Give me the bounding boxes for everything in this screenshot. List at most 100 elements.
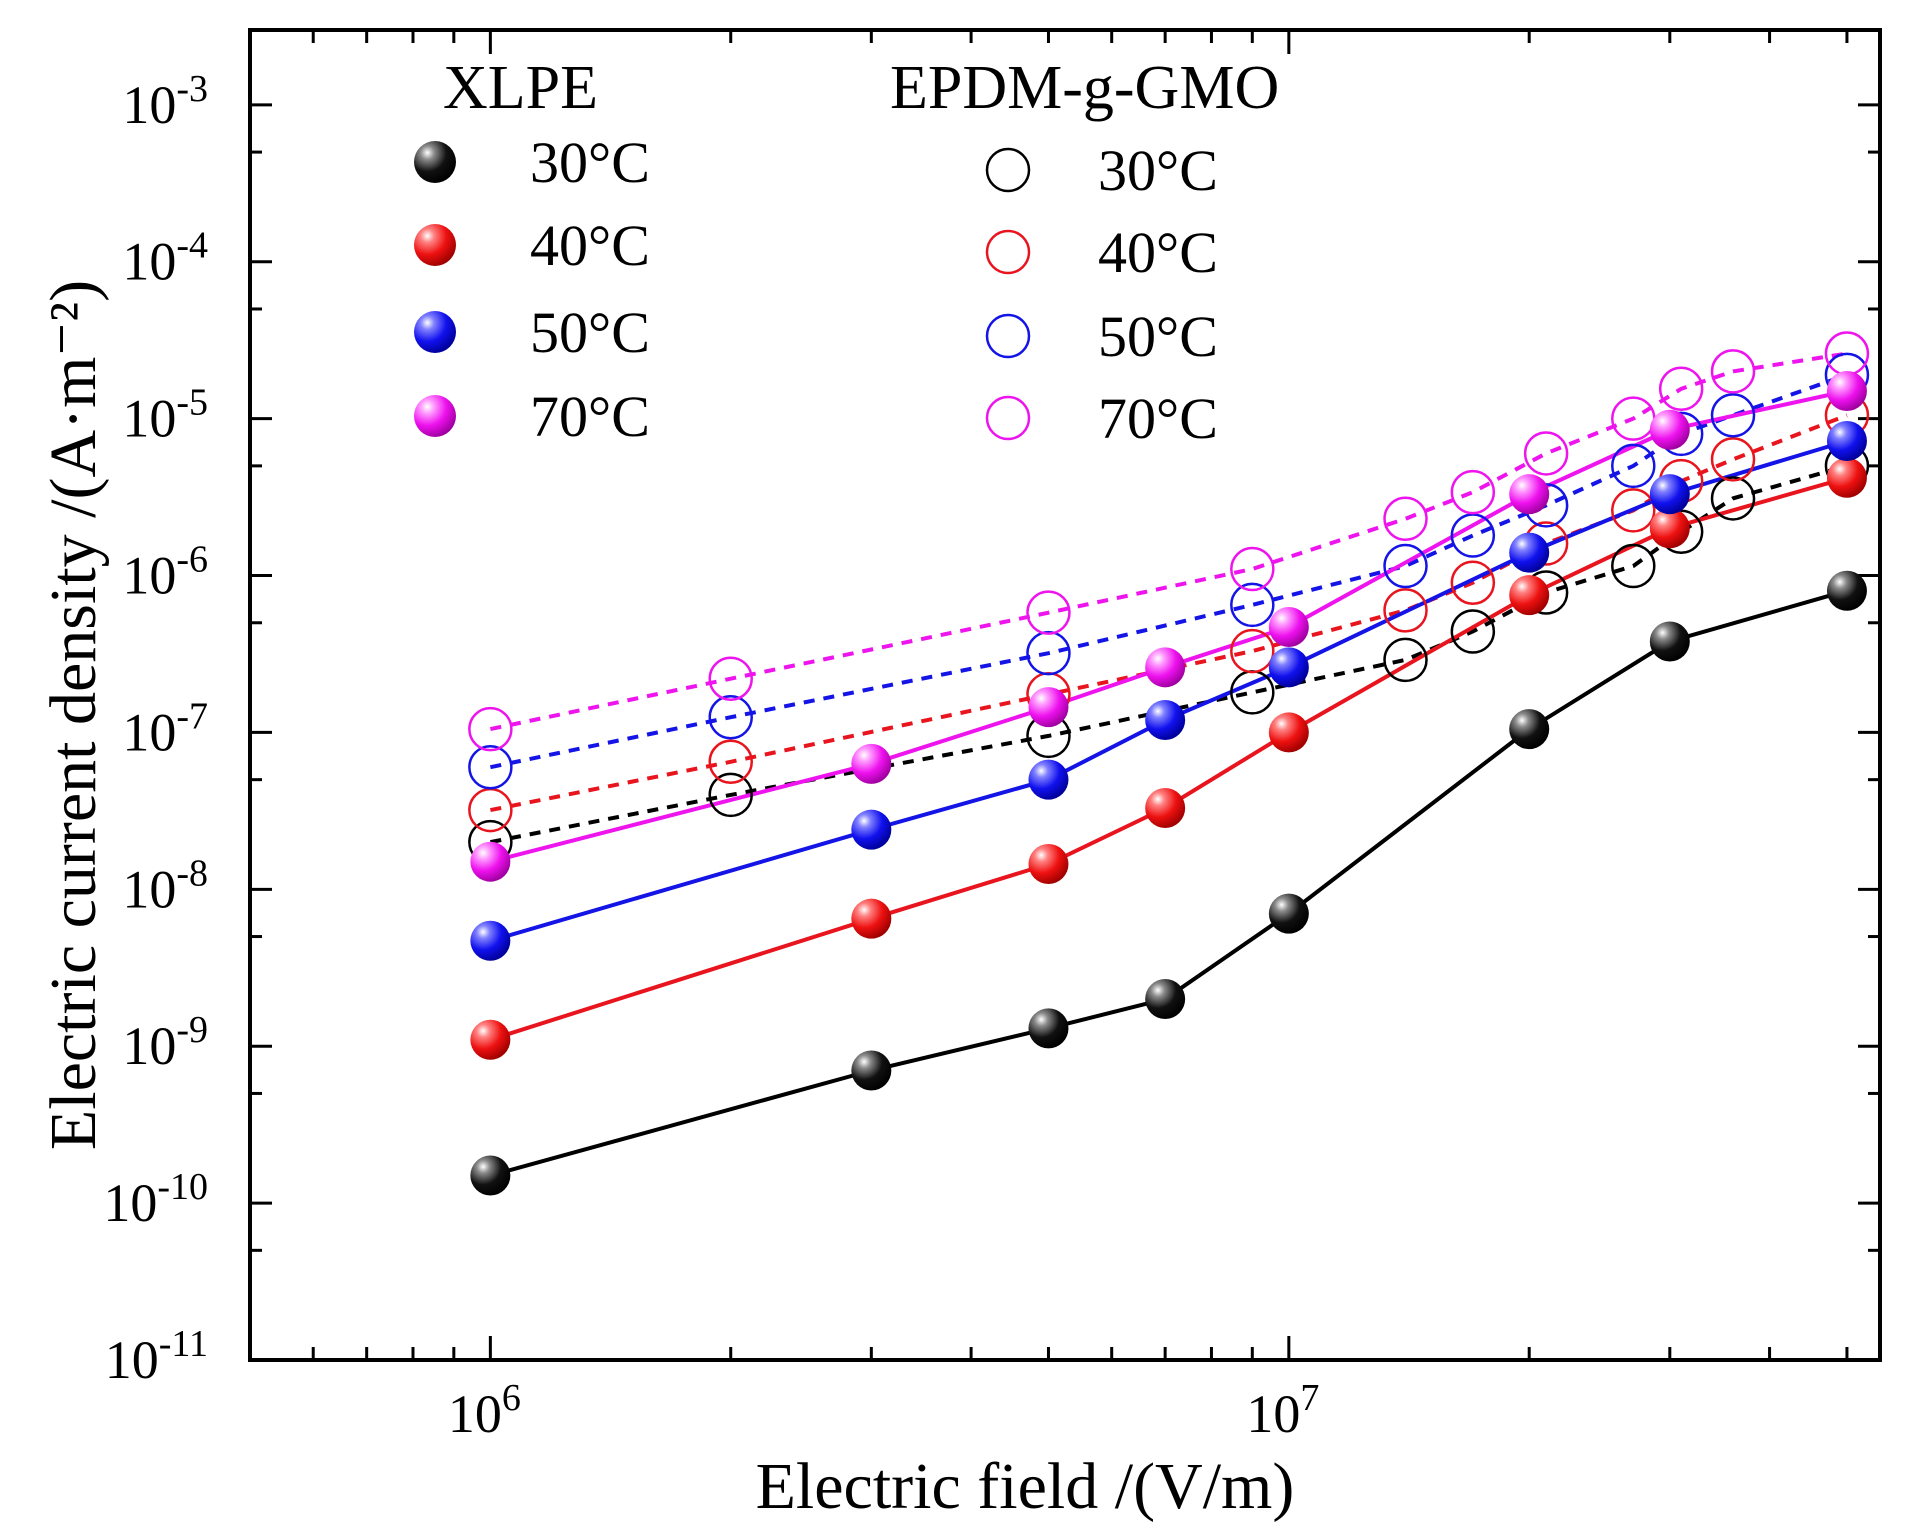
epdm-30c-line [490,463,1848,845]
x-tick-label: 107 [1246,1377,1319,1444]
epdm-50c-point [1611,443,1656,489]
xlpe-50c-point [470,920,511,961]
axes: 10-11 10-10 10-9 10-8 10-7 10-6 10-5 10-4 10-3 10… [37,28,1882,1523]
epdm-30c-point [708,772,753,818]
epdm-40c-point [1383,588,1428,633]
xlpe-40c-point [1028,844,1069,885]
xlpe-40c-point [1145,787,1186,828]
xlpe-50c-point [1649,474,1690,515]
epdm-40c-point [1611,488,1656,533]
legend-title-xlpe: XLPE [443,54,598,122]
xlpe-markers [470,371,1867,1196]
xlpe-70c-point [1509,474,1550,515]
epdm-30c-point [1710,476,1756,521]
xlpe-70c-point [470,841,511,882]
legend-title-epdm: EPDM-g-GMO [890,54,1279,122]
y-tick-label: 10-5 [122,382,208,449]
legend: XLPE 30°C 40°C 50°C 70°C EPDM-g-GMO 30°C 40°C 50… [414,54,1279,451]
y-tick-label: 10-3 [122,68,208,135]
xlpe-30c-point [1509,709,1550,750]
x-tick-label: 106 [448,1377,521,1444]
epdm-70c-point [1026,590,1071,635]
epdm-70c-point [468,706,513,752]
xlpe-40c-point [470,1019,511,1060]
epdm-70c-point [708,656,753,701]
epdm-70c-point [1710,349,1756,394]
legend-marker-xlpe-70c [414,395,456,437]
epdm-50c-point [708,694,753,740]
y-tick-label: 10-4 [122,225,208,292]
epdm-50c-line [489,373,1848,770]
xlpe-50c-line [489,439,1848,943]
xlpe-40c-line [489,475,1848,1042]
xlpe-30c-point [1826,570,1867,611]
epdm-lines [489,351,1848,845]
epdm-70c-line [489,351,1848,732]
epdm-50c-point [1026,630,1071,676]
xlpe-70c-point [1145,647,1186,688]
xlpe-70c-point [1268,606,1309,647]
xlpe-50c-point [1826,421,1867,462]
xlpe-70c-point [1826,371,1867,412]
legend-label-xlpe-40c: 40°C [530,213,650,278]
xlpe-70c-point [851,743,892,784]
epdm-70c-point [1450,469,1496,515]
legend-marker-epdm-30c [985,147,1031,193]
xlpe-40c-point [1649,508,1690,549]
xlpe-lines [489,389,1848,1178]
xlpe-50c-point [1268,647,1309,688]
x-axis-title: Electric field /(V/m) [756,1450,1295,1523]
epdm-40c-point [468,787,513,833]
legend-marker-epdm-40c [985,229,1031,275]
epdm-40c-point [708,739,753,785]
xlpe-50c-point [1145,700,1186,741]
y-tick-label: 10-11 [105,1323,208,1390]
xlpe-40c-point [1268,712,1309,753]
y-tick-label: 10-7 [122,695,208,762]
xlpe-30c-point [1649,621,1690,662]
legend-label-epdm-50c: 50°C [1098,304,1218,369]
epdm-50c-point [468,744,513,790]
epdm-40c-point [1710,437,1756,482]
epdm-70c-point [1523,431,1569,476]
xlpe-50c-point [1028,759,1069,800]
y-tick-label: 10-10 [103,1166,208,1233]
legend-label-xlpe-30c: 30°C [530,130,650,195]
epdm-40c-line [490,413,1848,813]
epdm-70c-point [1383,496,1428,542]
xlpe-40c-point [851,898,892,939]
legend-label-epdm-70c: 70°C [1098,386,1218,451]
epdm-50c-point [1450,513,1496,558]
xlpe-50c-point [851,809,892,850]
xlpe-40c-point [1509,575,1550,616]
legend-label-xlpe-50c: 50°C [530,300,650,365]
legend-label-epdm-40c: 40°C [1098,220,1218,285]
xlpe-40c-point [1826,457,1867,498]
legend-label-epdm-30c: 30°C [1098,138,1218,203]
y-tick-label: 10-9 [122,1009,208,1076]
plot-frame [248,28,1882,1362]
epdm-70c-point [1658,366,1704,412]
epdm-30c-point [1383,637,1428,683]
legend-marker-xlpe-40c [414,224,456,266]
epdm-30c-point [1450,609,1496,654]
epdm-40c-point [1230,628,1275,674]
epdm-30c-point [1611,543,1656,589]
epdm-50c-point [1230,582,1275,628]
y-tick-label: 10-6 [122,539,208,606]
legend-marker-epdm-70c [985,395,1031,441]
xlpe-50c-point [1509,532,1550,573]
xlpe-30c-point [1145,978,1186,1019]
y-tick-label: 10-8 [122,852,208,919]
xlpe-30c-point [470,1155,511,1196]
y-axis-title: Electric current density /(A·m⁻²) [37,280,110,1150]
legend-marker-epdm-50c [985,313,1031,359]
epdm-40c-point [1450,560,1496,605]
xlpe-70c-point [1649,409,1690,450]
xlpe-30c-point [1268,893,1309,934]
epdm-70c-point [1230,546,1275,592]
xlpe-30c-line [489,588,1848,1178]
xlpe-70c-line [489,389,1848,864]
epdm-30c-point [1230,670,1275,715]
